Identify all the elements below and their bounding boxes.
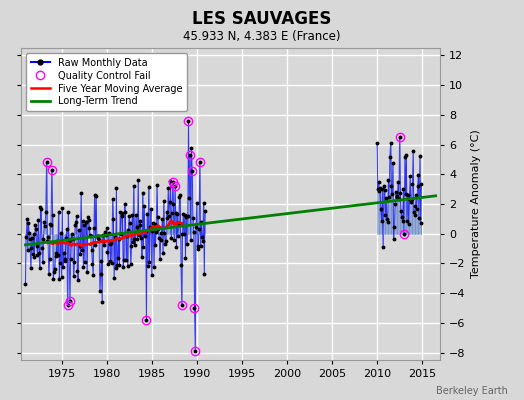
Text: 45.933 N, 4.383 E (France): 45.933 N, 4.383 E (France) <box>183 30 341 43</box>
Legend: Raw Monthly Data, Quality Control Fail, Five Year Moving Average, Long-Term Tren: Raw Monthly Data, Quality Control Fail, … <box>26 53 187 111</box>
Text: LES SAUVAGES: LES SAUVAGES <box>192 10 332 28</box>
Y-axis label: Temperature Anomaly (°C): Temperature Anomaly (°C) <box>471 130 481 278</box>
Text: Berkeley Earth: Berkeley Earth <box>436 386 508 396</box>
